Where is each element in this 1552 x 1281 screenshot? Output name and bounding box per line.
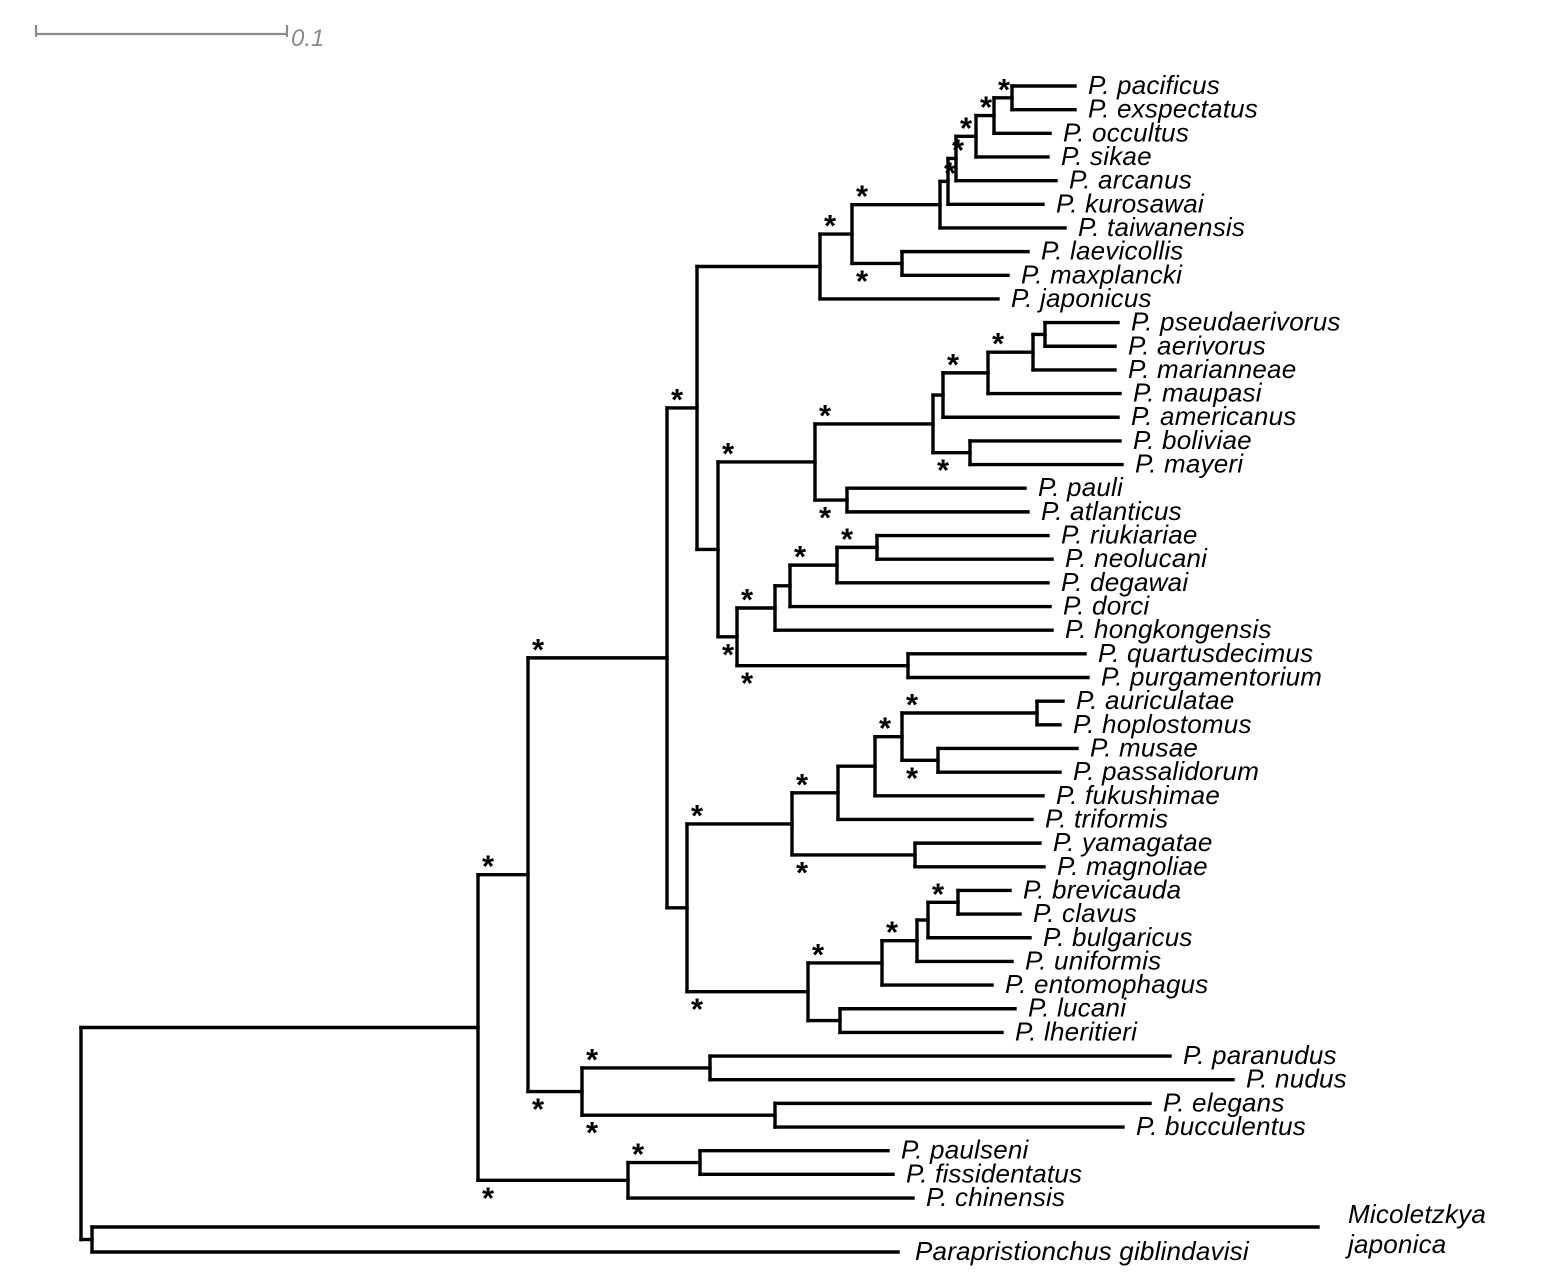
taxon-label: P. magnoliae bbox=[1057, 851, 1208, 881]
support-asterisk: * bbox=[671, 382, 684, 417]
taxon-label: P. pacificus bbox=[1088, 70, 1220, 100]
taxon-label: P. brevicauda bbox=[1023, 874, 1181, 904]
support-asterisk: * bbox=[906, 760, 919, 795]
support-asterisk: * bbox=[532, 632, 545, 667]
support-asterisk: * bbox=[952, 132, 965, 167]
taxon-label: P. degawai bbox=[1061, 567, 1189, 597]
support-asterisk: * bbox=[960, 110, 973, 145]
taxon-label: P. atlanticus bbox=[1041, 496, 1182, 526]
support-asterisk: * bbox=[586, 1115, 599, 1150]
taxon-label: Micoletzkya bbox=[1348, 1199, 1486, 1229]
taxon-label: P. elegans bbox=[1163, 1087, 1285, 1117]
support-asterisk: * bbox=[796, 767, 809, 802]
taxon-label: P. americanus bbox=[1131, 401, 1296, 431]
tree-branches-layer bbox=[79, 84, 1320, 1254]
support-asterisk: * bbox=[992, 326, 1005, 361]
support-asterisk: * bbox=[819, 500, 832, 535]
support-asterisk: * bbox=[691, 992, 704, 1027]
taxon-label: P. triformis bbox=[1045, 803, 1168, 833]
taxon-label: P. occultus bbox=[1063, 117, 1189, 147]
taxon-label: P. taiwanensis bbox=[1078, 212, 1245, 242]
scale-bar-label: 0.1 bbox=[291, 25, 324, 52]
support-asterisk: * bbox=[980, 90, 993, 125]
taxon-label: P. purgamentorium bbox=[1101, 662, 1322, 692]
taxon-label: P. lucani bbox=[1028, 993, 1127, 1023]
taxon-label: P. riukiariae bbox=[1061, 520, 1198, 550]
support-asterisk: * bbox=[947, 347, 960, 382]
taxon-label: japonica bbox=[1345, 1229, 1446, 1259]
support-asterisk: * bbox=[741, 582, 754, 617]
support-asterisk: * bbox=[482, 849, 495, 884]
support-asterisk: * bbox=[741, 666, 754, 701]
taxon-label: P. auriculatae bbox=[1076, 685, 1234, 715]
taxon-label: P. aerivorus bbox=[1128, 330, 1266, 360]
support-asterisk: * bbox=[886, 915, 899, 950]
taxon-label: P. laevicollis bbox=[1041, 236, 1184, 266]
taxon-label: P. japonicus bbox=[1011, 283, 1152, 313]
taxon-label: P. paulseni bbox=[901, 1135, 1030, 1165]
support-asterisk: * bbox=[906, 687, 919, 722]
scale-bar: 0.1 bbox=[34, 25, 324, 52]
taxon-label: P. paranudus bbox=[1183, 1040, 1337, 1070]
taxon-label: P. musae bbox=[1090, 732, 1198, 762]
taxon-label: P. maxplancki bbox=[1021, 259, 1183, 289]
support-asterisk: * bbox=[532, 1092, 545, 1127]
support-asterisk: * bbox=[691, 798, 704, 833]
support-asterisk: * bbox=[482, 1180, 495, 1215]
taxon-label: P. chinensis bbox=[926, 1182, 1065, 1212]
taxon-label: P. nudus bbox=[1246, 1064, 1347, 1094]
support-asterisk: * bbox=[722, 436, 735, 471]
support-asterisk: * bbox=[944, 155, 957, 190]
taxon-label: P. exspectatus bbox=[1088, 94, 1258, 124]
support-asterisk: * bbox=[824, 208, 837, 243]
support-asterisk: * bbox=[586, 1042, 599, 1077]
support-asterisk: * bbox=[632, 1137, 645, 1172]
taxon-label: P. maupasi bbox=[1133, 378, 1263, 408]
taxon-label: P. kurosawai bbox=[1056, 188, 1205, 218]
taxon-label: P. quartusdecimus bbox=[1098, 638, 1313, 668]
support-asterisk: * bbox=[856, 179, 869, 214]
support-asterisk: * bbox=[856, 263, 869, 298]
taxon-label: P. entomophagus bbox=[1005, 969, 1208, 999]
support-asterisk: * bbox=[998, 72, 1011, 107]
taxon-label: P. uniformis bbox=[1025, 945, 1161, 975]
taxon-label: Parapristionchus giblindavisi bbox=[915, 1236, 1250, 1266]
support-asterisk: * bbox=[796, 855, 809, 890]
taxon-label: P. hoplostomus bbox=[1073, 709, 1252, 739]
support-asterisk: * bbox=[722, 637, 735, 672]
taxon-label: P. boliviae bbox=[1133, 425, 1252, 455]
support-asterisk: * bbox=[819, 398, 832, 433]
taxon-label: P. hongkongensis bbox=[1065, 614, 1272, 644]
taxon-label: P. dorci bbox=[1063, 591, 1150, 621]
taxon-label: P. pauli bbox=[1038, 472, 1124, 502]
support-asterisk: * bbox=[812, 937, 825, 972]
taxon-label: P. passalidorum bbox=[1073, 756, 1259, 786]
taxon-label: P. lheritieri bbox=[1015, 1016, 1138, 1046]
taxon-label: P. clavus bbox=[1033, 898, 1137, 928]
taxon-label: P. yamagatae bbox=[1053, 827, 1212, 857]
taxon-label: P. bucculentus bbox=[1136, 1111, 1306, 1141]
taxon-label: P. fissidentatus bbox=[906, 1158, 1082, 1188]
taxon-label: P. mayeri bbox=[1135, 449, 1244, 479]
taxon-label: P. arcanus bbox=[1069, 165, 1192, 195]
taxon-label: P. sikae bbox=[1061, 141, 1152, 171]
taxon-label: P. pseudaerivorus bbox=[1131, 307, 1341, 337]
taxon-label: P. neolucani bbox=[1065, 543, 1208, 573]
support-asterisk: * bbox=[794, 539, 807, 574]
support-asterisk: * bbox=[879, 711, 892, 746]
support-asterisk: * bbox=[937, 453, 950, 488]
support-asterisk: * bbox=[932, 876, 945, 911]
taxon-label: P. bulgaricus bbox=[1043, 922, 1193, 952]
taxon-label: P. fukushimae bbox=[1056, 780, 1220, 810]
support-asterisk: * bbox=[841, 521, 854, 556]
taxon-label: P. marianneae bbox=[1128, 354, 1296, 384]
